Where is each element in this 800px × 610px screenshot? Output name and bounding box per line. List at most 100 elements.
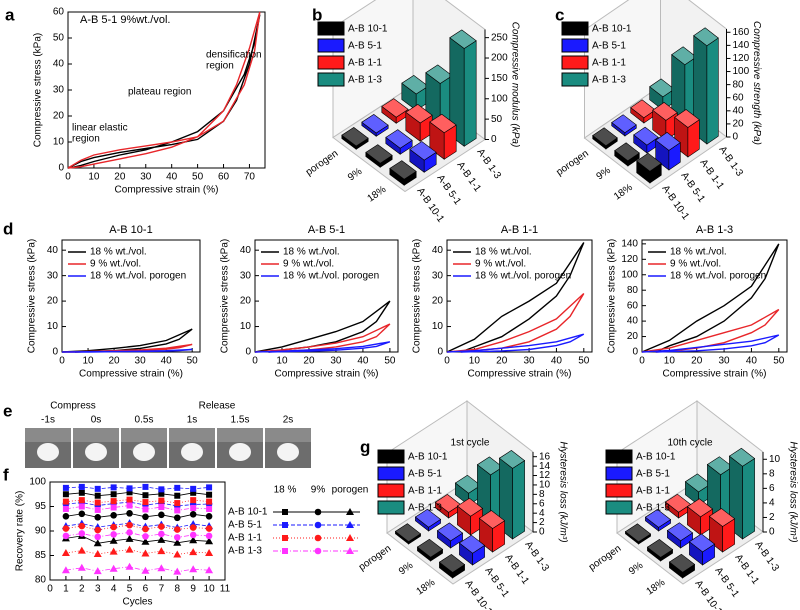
data-line xyxy=(65,566,210,573)
point xyxy=(190,485,197,492)
y-tick-label: 40 xyxy=(627,316,639,327)
legend-label: 18 % wt./vol. xyxy=(90,247,147,258)
legend-row-title: A-B 5-1 xyxy=(228,520,262,531)
photo-backdrop xyxy=(73,428,119,442)
legend-marker xyxy=(314,547,322,555)
point xyxy=(125,562,134,570)
series-axis-label: A-B 5-1 xyxy=(434,173,463,207)
bar xyxy=(389,160,417,186)
x-tick-label: 0 xyxy=(59,356,65,367)
legend-label: A-B 1-3 xyxy=(592,75,626,86)
x-tick-label: 70 xyxy=(244,172,256,183)
legend-swatch xyxy=(317,72,345,87)
point xyxy=(94,533,102,541)
series-axis-label: A-B 1-3 xyxy=(474,147,503,181)
point xyxy=(62,525,70,532)
data-line xyxy=(254,341,391,353)
x-tick-label: 20 xyxy=(691,356,703,367)
point xyxy=(93,567,102,575)
bar-face xyxy=(693,27,719,47)
point xyxy=(110,498,117,505)
y-tick-label: 95 xyxy=(35,501,47,512)
series-axis-label: A-B 10-1 xyxy=(659,183,691,222)
point xyxy=(158,490,165,497)
x-tick-label: 50 xyxy=(773,356,785,367)
category-label: 18% xyxy=(366,184,389,205)
point xyxy=(142,483,149,490)
point xyxy=(93,539,102,547)
bar xyxy=(592,127,618,150)
point xyxy=(78,503,85,510)
point xyxy=(173,567,182,575)
bar xyxy=(498,450,526,540)
category-label: 18% xyxy=(612,182,635,203)
x-tick-label: 0 xyxy=(252,356,258,367)
annotation: region xyxy=(206,61,234,72)
point xyxy=(174,484,181,491)
bar-face xyxy=(409,141,437,161)
y-tick-label: 40 xyxy=(240,245,252,256)
bar-face xyxy=(646,539,674,558)
bar xyxy=(708,508,736,553)
legend-label: 18 % wt./vol. xyxy=(475,247,532,258)
legend-column-title: 9% xyxy=(311,485,326,496)
legend-label: A-B 1-1 xyxy=(408,486,442,497)
point xyxy=(189,536,198,544)
x-tick-label: 30 xyxy=(135,356,147,367)
bar-face xyxy=(458,534,486,554)
bar-face xyxy=(394,523,422,542)
data-line xyxy=(65,486,210,490)
panel-label: c xyxy=(555,5,564,24)
panel-label: e xyxy=(3,401,12,420)
series-axis-label: A-B 1-1 xyxy=(454,160,483,194)
y-tick-label: 80 xyxy=(627,285,639,296)
point xyxy=(126,489,133,496)
y-tick-label: 100 xyxy=(733,66,750,77)
bar xyxy=(624,523,652,545)
legend-label: A-B 1-3 xyxy=(636,503,670,514)
legend-label: A-B 10-1 xyxy=(592,24,632,35)
x-tick-label: 10 xyxy=(664,356,676,367)
point xyxy=(206,491,213,498)
y-tick-label: 20 xyxy=(627,331,639,342)
series-axis-label: A-B 1-1 xyxy=(732,552,761,586)
legend-swatch xyxy=(317,38,345,53)
point xyxy=(61,549,70,557)
bar xyxy=(688,533,716,566)
point xyxy=(77,563,86,571)
bar xyxy=(385,129,413,155)
bar-face xyxy=(365,144,393,164)
point xyxy=(206,484,213,491)
point xyxy=(190,497,197,504)
x-tick-label: 6 xyxy=(143,584,149,595)
y-tick-label: 30 xyxy=(240,270,252,281)
point xyxy=(173,526,181,533)
point xyxy=(109,547,118,555)
bar-face xyxy=(611,114,637,134)
y-tick-label: 100 xyxy=(491,93,508,104)
legend-label: A-B 5-1 xyxy=(636,469,670,480)
legend-swatch xyxy=(561,21,589,36)
y-tick-label: 140 xyxy=(621,239,638,250)
data-line xyxy=(61,348,193,353)
point xyxy=(78,510,86,518)
point xyxy=(205,513,213,520)
y-tick-label: 30 xyxy=(47,270,59,281)
x-tick-label: 20 xyxy=(109,356,121,367)
x-tick-label: 10 xyxy=(82,356,94,367)
point xyxy=(189,511,197,518)
point xyxy=(62,505,69,512)
bar-face xyxy=(341,127,369,147)
annotation: densification xyxy=(206,50,262,61)
legend-label: 18 % wt./vol. porogen xyxy=(283,271,379,282)
point xyxy=(142,533,149,540)
x-tick-label: 30 xyxy=(524,356,536,367)
bar-face xyxy=(436,522,464,542)
point xyxy=(126,496,133,503)
category-label: 18% xyxy=(415,577,438,598)
bar xyxy=(405,104,433,142)
y-tick-label: 0 xyxy=(245,347,251,358)
y-tick-label: 50 xyxy=(53,33,65,44)
bar-face xyxy=(688,533,716,553)
